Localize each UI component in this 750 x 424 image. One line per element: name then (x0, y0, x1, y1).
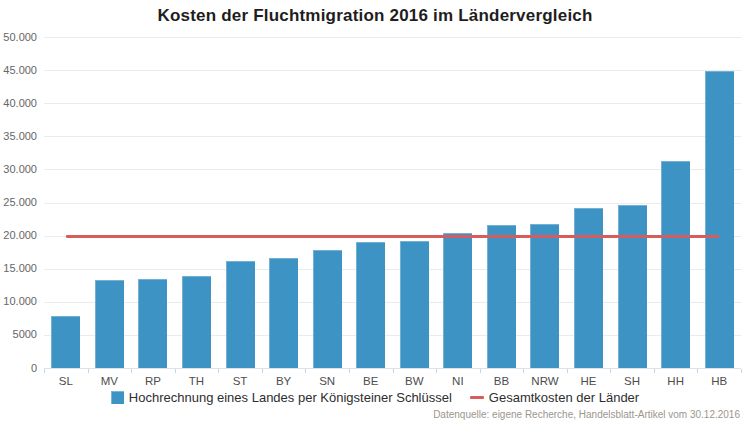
y-axis-label-35000: 35.000 (0, 130, 37, 143)
x-axis-tick (305, 369, 306, 373)
legend-label-line: Gesamtkosten der Länder (489, 390, 639, 405)
x-axis-label-NI: NI (436, 375, 480, 387)
legend-label-bars: Hochrechnung eines Landes per Königstein… (129, 390, 452, 405)
bar-series-swatch-icon (111, 391, 124, 404)
x-axis-label-BE: BE (349, 375, 393, 387)
x-axis-label-SH: SH (610, 375, 654, 387)
bar-HE[interactable] (574, 208, 603, 368)
total-cost-line[interactable] (66, 235, 719, 238)
bar-HB[interactable] (705, 71, 734, 368)
x-axis-tick (523, 369, 524, 373)
bar-SL[interactable] (51, 316, 80, 368)
x-axis-tick (262, 369, 263, 373)
y-axis-label-25000: 25.000 (0, 196, 37, 209)
chart-container: Kosten der Fluchtmigration 2016 im Lände… (0, 0, 750, 424)
x-axis-label-HH: HH (654, 375, 698, 387)
bar-BW[interactable] (400, 241, 429, 368)
x-axis-tick (218, 369, 219, 373)
x-axis-tick (349, 369, 350, 373)
gridline-40000 (44, 103, 741, 104)
bar-BE[interactable] (356, 242, 385, 368)
data-source-note: Datenquelle: eigene Recherche, Handelsbl… (0, 409, 740, 420)
x-axis-tick (393, 369, 394, 373)
line-series-dash-icon (470, 396, 484, 399)
x-axis-label-HE: HE (567, 375, 611, 387)
x-axis-tick (567, 369, 568, 373)
x-axis-label-MV: MV (88, 375, 132, 387)
x-axis-tick (697, 369, 698, 373)
y-axis-label-40000: 40.000 (0, 97, 37, 110)
x-axis-label-ST: ST (218, 375, 262, 387)
bar-NI[interactable] (443, 233, 472, 368)
x-axis-label-RP: RP (131, 375, 175, 387)
y-axis-label-50000: 50.000 (0, 31, 37, 44)
gridline-30000 (44, 169, 741, 170)
bar-BB[interactable] (487, 225, 516, 368)
x-axis-label-TH: TH (175, 375, 219, 387)
y-axis-label-30000: 30.000 (0, 163, 37, 176)
y-axis-label-20000: 20.000 (0, 229, 37, 242)
bar-RP[interactable] (138, 279, 167, 368)
y-axis-label-45000: 45.000 (0, 64, 37, 77)
y-axis-label-5000: 5000 (0, 328, 37, 341)
x-axis-tick (741, 369, 742, 373)
x-axis-label-BW: BW (393, 375, 437, 387)
y-axis-label-10000: 10.000 (0, 295, 37, 308)
x-axis-tick (175, 369, 176, 373)
bar-SH[interactable] (618, 205, 647, 368)
bar-SN[interactable] (313, 250, 342, 368)
x-axis-tick (436, 369, 437, 373)
legend-item-bars: Hochrechnung eines Landes per Königstein… (111, 390, 452, 405)
legend: Hochrechnung eines Landes per Königstein… (0, 390, 750, 405)
x-axis-label-NRW: NRW (523, 375, 567, 387)
y-axis-label-15000: 15.000 (0, 262, 37, 275)
x-axis-tick (654, 369, 655, 373)
gridline-45000 (44, 70, 741, 71)
x-axis-label-SN: SN (305, 375, 349, 387)
bar-TH[interactable] (182, 276, 211, 368)
gridline-25000 (44, 203, 741, 204)
bar-NRW[interactable] (530, 224, 559, 368)
bar-ST[interactable] (226, 261, 255, 368)
x-axis-label-HB: HB (697, 375, 741, 387)
x-axis-label-SL: SL (44, 375, 88, 387)
x-axis-tick (480, 369, 481, 373)
x-axis-tick (44, 369, 45, 373)
gridline-50000 (44, 37, 741, 38)
x-axis-tick (88, 369, 89, 373)
x-axis-label-BB: BB (480, 375, 524, 387)
bar-MV[interactable] (95, 280, 124, 368)
plot-area: 50.000 45.000 40.000 35.000 30.000 25.000 20.0… (0, 0, 750, 424)
x-axis-tick (610, 369, 611, 373)
x-axis-label-BY: BY (262, 375, 306, 387)
legend-item-line: Gesamtkosten der Länder (470, 390, 639, 405)
x-axis-tick (131, 369, 132, 373)
gridline-35000 (44, 136, 741, 137)
bar-BY[interactable] (269, 258, 298, 368)
y-axis-label-0: 0 (0, 362, 37, 375)
bar-HH[interactable] (661, 161, 690, 368)
